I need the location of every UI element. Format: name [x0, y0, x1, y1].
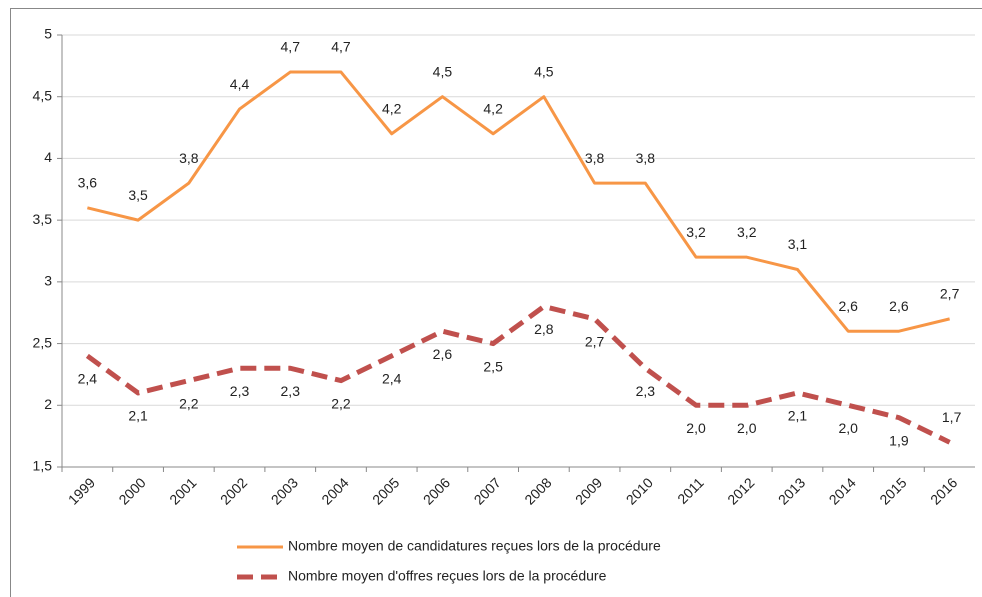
y-tick-label: 3,5: [33, 211, 53, 227]
value-label: 1,9: [889, 432, 909, 448]
legend-label: Nombre moyen d'offres reçues lors de la …: [288, 568, 607, 584]
value-label: 3,2: [686, 224, 706, 240]
value-label: 3,8: [585, 150, 605, 166]
value-label: 2,6: [838, 298, 858, 314]
value-label: 4,5: [433, 63, 453, 79]
y-tick-label: 5: [44, 26, 52, 42]
x-tick-label: 2016: [927, 474, 960, 507]
value-label: 3,6: [78, 175, 98, 191]
x-tick-label: 2014: [826, 474, 859, 507]
value-label: 2,1: [788, 408, 808, 424]
y-tick-label: 3: [44, 273, 52, 289]
y-tick-label: 1,5: [33, 458, 53, 474]
value-label: 2,6: [889, 298, 909, 314]
value-label: 2,3: [230, 383, 250, 399]
value-label: 4,2: [382, 100, 402, 116]
value-label: 4,7: [331, 39, 351, 55]
series-line: [85, 304, 951, 445]
value-label: 4,5: [534, 63, 554, 79]
value-label: 2,2: [179, 395, 199, 411]
x-tick-label: 2004: [318, 474, 351, 507]
x-tick-label: 2012: [724, 474, 757, 507]
value-label: 3,2: [737, 224, 757, 240]
x-tick-label: 2009: [572, 474, 605, 507]
value-label: 3,1: [788, 236, 808, 252]
value-label: 2,4: [382, 371, 402, 387]
x-tick-label: 2008: [521, 474, 554, 507]
y-tick-label: 4: [44, 149, 52, 165]
x-tick-label: 1999: [65, 474, 98, 507]
value-label: 4,2: [483, 100, 503, 116]
x-tick-label: 2013: [775, 474, 808, 507]
value-label: 2,2: [331, 395, 351, 411]
value-label: 2,3: [636, 383, 656, 399]
y-tick-label: 4,5: [33, 87, 53, 103]
y-tick-label: 2: [44, 396, 52, 412]
x-tick-label: 2010: [623, 474, 656, 507]
y-tick-label: 2,5: [33, 334, 53, 350]
value-label: 2,0: [686, 420, 706, 436]
value-label: 2,3: [281, 383, 301, 399]
x-tick-label: 2007: [471, 474, 504, 507]
x-tick-label: 2003: [268, 474, 301, 507]
frame: [10, 8, 982, 597]
x-tick-label: 2000: [115, 474, 148, 507]
series-line: [87, 70, 950, 333]
value-label: 3,8: [636, 150, 656, 166]
value-label: 4,7: [281, 39, 301, 55]
x-tick-label: 2011: [674, 474, 707, 507]
x-tick-label: 2002: [217, 474, 250, 507]
legend-label: Nombre moyen de candidatures reçues lors…: [288, 538, 661, 554]
value-label: 2,5: [483, 358, 503, 374]
value-label: 4,4: [230, 76, 250, 92]
value-label: 1,7: [942, 409, 962, 425]
x-tick-label: 2001: [166, 474, 199, 507]
value-label: 2,8: [534, 321, 554, 337]
value-label: 3,5: [128, 187, 148, 203]
value-label: 2,1: [128, 408, 148, 424]
x-tick-label: 2005: [369, 474, 402, 507]
x-tick-label: 2015: [876, 474, 909, 507]
value-label: 2,0: [737, 420, 757, 436]
value-label: 2,7: [940, 286, 960, 302]
value-label: 3,8: [179, 150, 199, 166]
value-label: 2,6: [433, 346, 453, 362]
value-label: 2,7: [585, 334, 605, 350]
x-tick-label: 2006: [420, 474, 453, 507]
value-label: 2,0: [838, 420, 858, 436]
value-label: 2,4: [78, 371, 98, 387]
